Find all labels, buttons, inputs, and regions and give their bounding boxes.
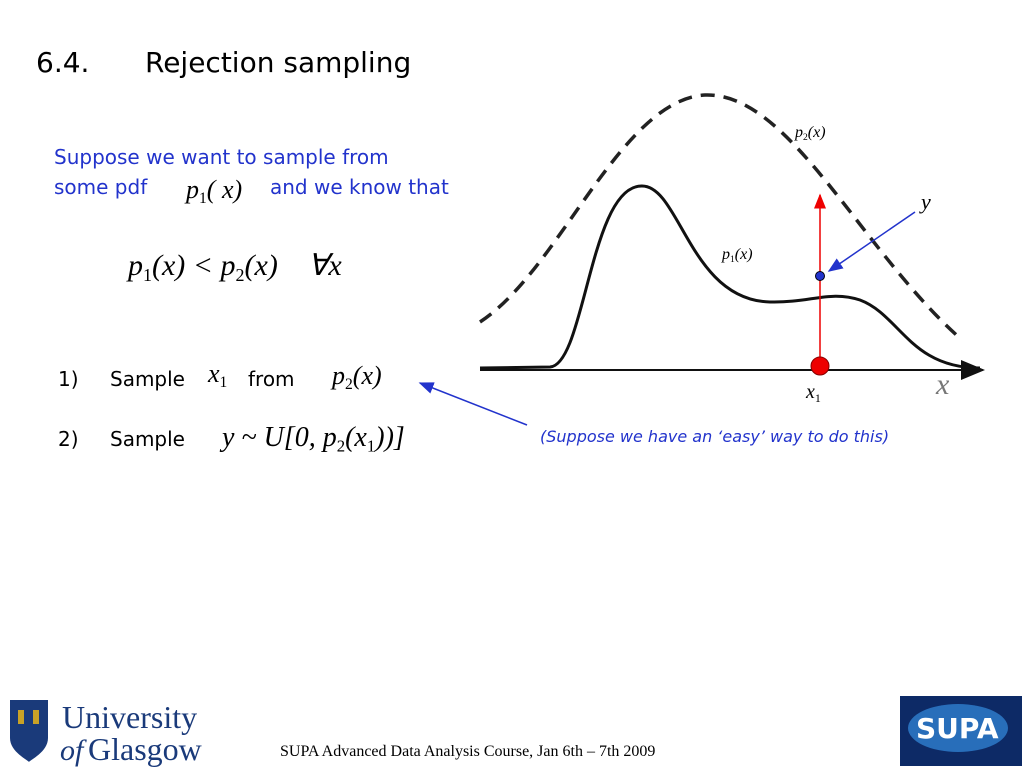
logo-text: Glasgow [88,731,202,767]
crest-detail [18,710,24,724]
math-text: p [330,361,345,390]
logo-text: of [60,734,87,767]
title: Rejection sampling [145,46,411,79]
subscript: 2 [337,437,345,456]
math-text: p [184,175,199,204]
math-text: (x [345,422,367,453]
crest [10,700,48,762]
label: p1(x) [721,246,753,265]
subscript: 1 [220,374,228,391]
axis-label: x [935,368,950,401]
subscript: 1 [199,190,207,207]
title-number: 6.4. [36,46,89,79]
logo-text: University [62,699,197,735]
label: x1 [805,381,821,405]
math: y ~ U[0, p2(x1))] [219,422,405,456]
math-text: x [207,359,220,388]
caption: (Suppose we have an ‘easy’ way to do thi… [540,427,889,446]
supa-swirl [908,704,1008,752]
arrow [418,382,528,426]
subscript: 1 [143,265,152,285]
math-text: (x) ∀x [245,249,343,282]
step-text: from [248,367,295,391]
step-number: 2) [58,427,79,451]
math-text: p [721,246,730,263]
math-text: y ~ U[0, p [219,422,337,453]
math: p1( x) [184,175,242,207]
p1-curve [479,184,981,370]
step-text: Sample [110,367,185,391]
math-text: p [126,249,143,282]
crest-detail [33,710,39,724]
intro-line: and we know that [270,175,449,199]
label: y [919,189,931,214]
glasgow-logo: University of Glasgow [10,699,202,767]
math-text: x [805,381,815,403]
math-text: (x) [353,361,382,390]
intro-line: some pdf [54,175,148,199]
footer: SUPA Advanced Data Analysis Course, Jan … [280,743,655,760]
subscript: 2 [803,132,808,143]
math: p1(x) < p2(x) ∀x [126,249,342,285]
step-text: Sample [110,427,185,451]
intro-line: Suppose we want to sample from [54,145,389,169]
math-text: (x) [735,246,753,263]
subscript: 2 [345,376,353,393]
arrow [827,211,916,272]
math-text: ( x) [207,175,242,204]
label: p2(x) [794,124,826,143]
step-number: 1) [58,367,79,391]
subscript: 1 [815,391,821,405]
p2-curve [479,93,964,342]
math: p2(x) [330,361,382,393]
subscript: 2 [236,265,245,285]
math: x1 [207,359,227,391]
supa-text: SUPA [916,712,999,745]
math-text: p [794,124,803,141]
x1-point [810,356,830,376]
y-point [815,271,825,281]
subscript: 1 [367,437,375,456]
math-text: (x) < p [152,249,236,282]
subscript: 1 [730,254,735,265]
math-text: ))] [373,422,405,453]
math-text: (x) [808,124,826,141]
